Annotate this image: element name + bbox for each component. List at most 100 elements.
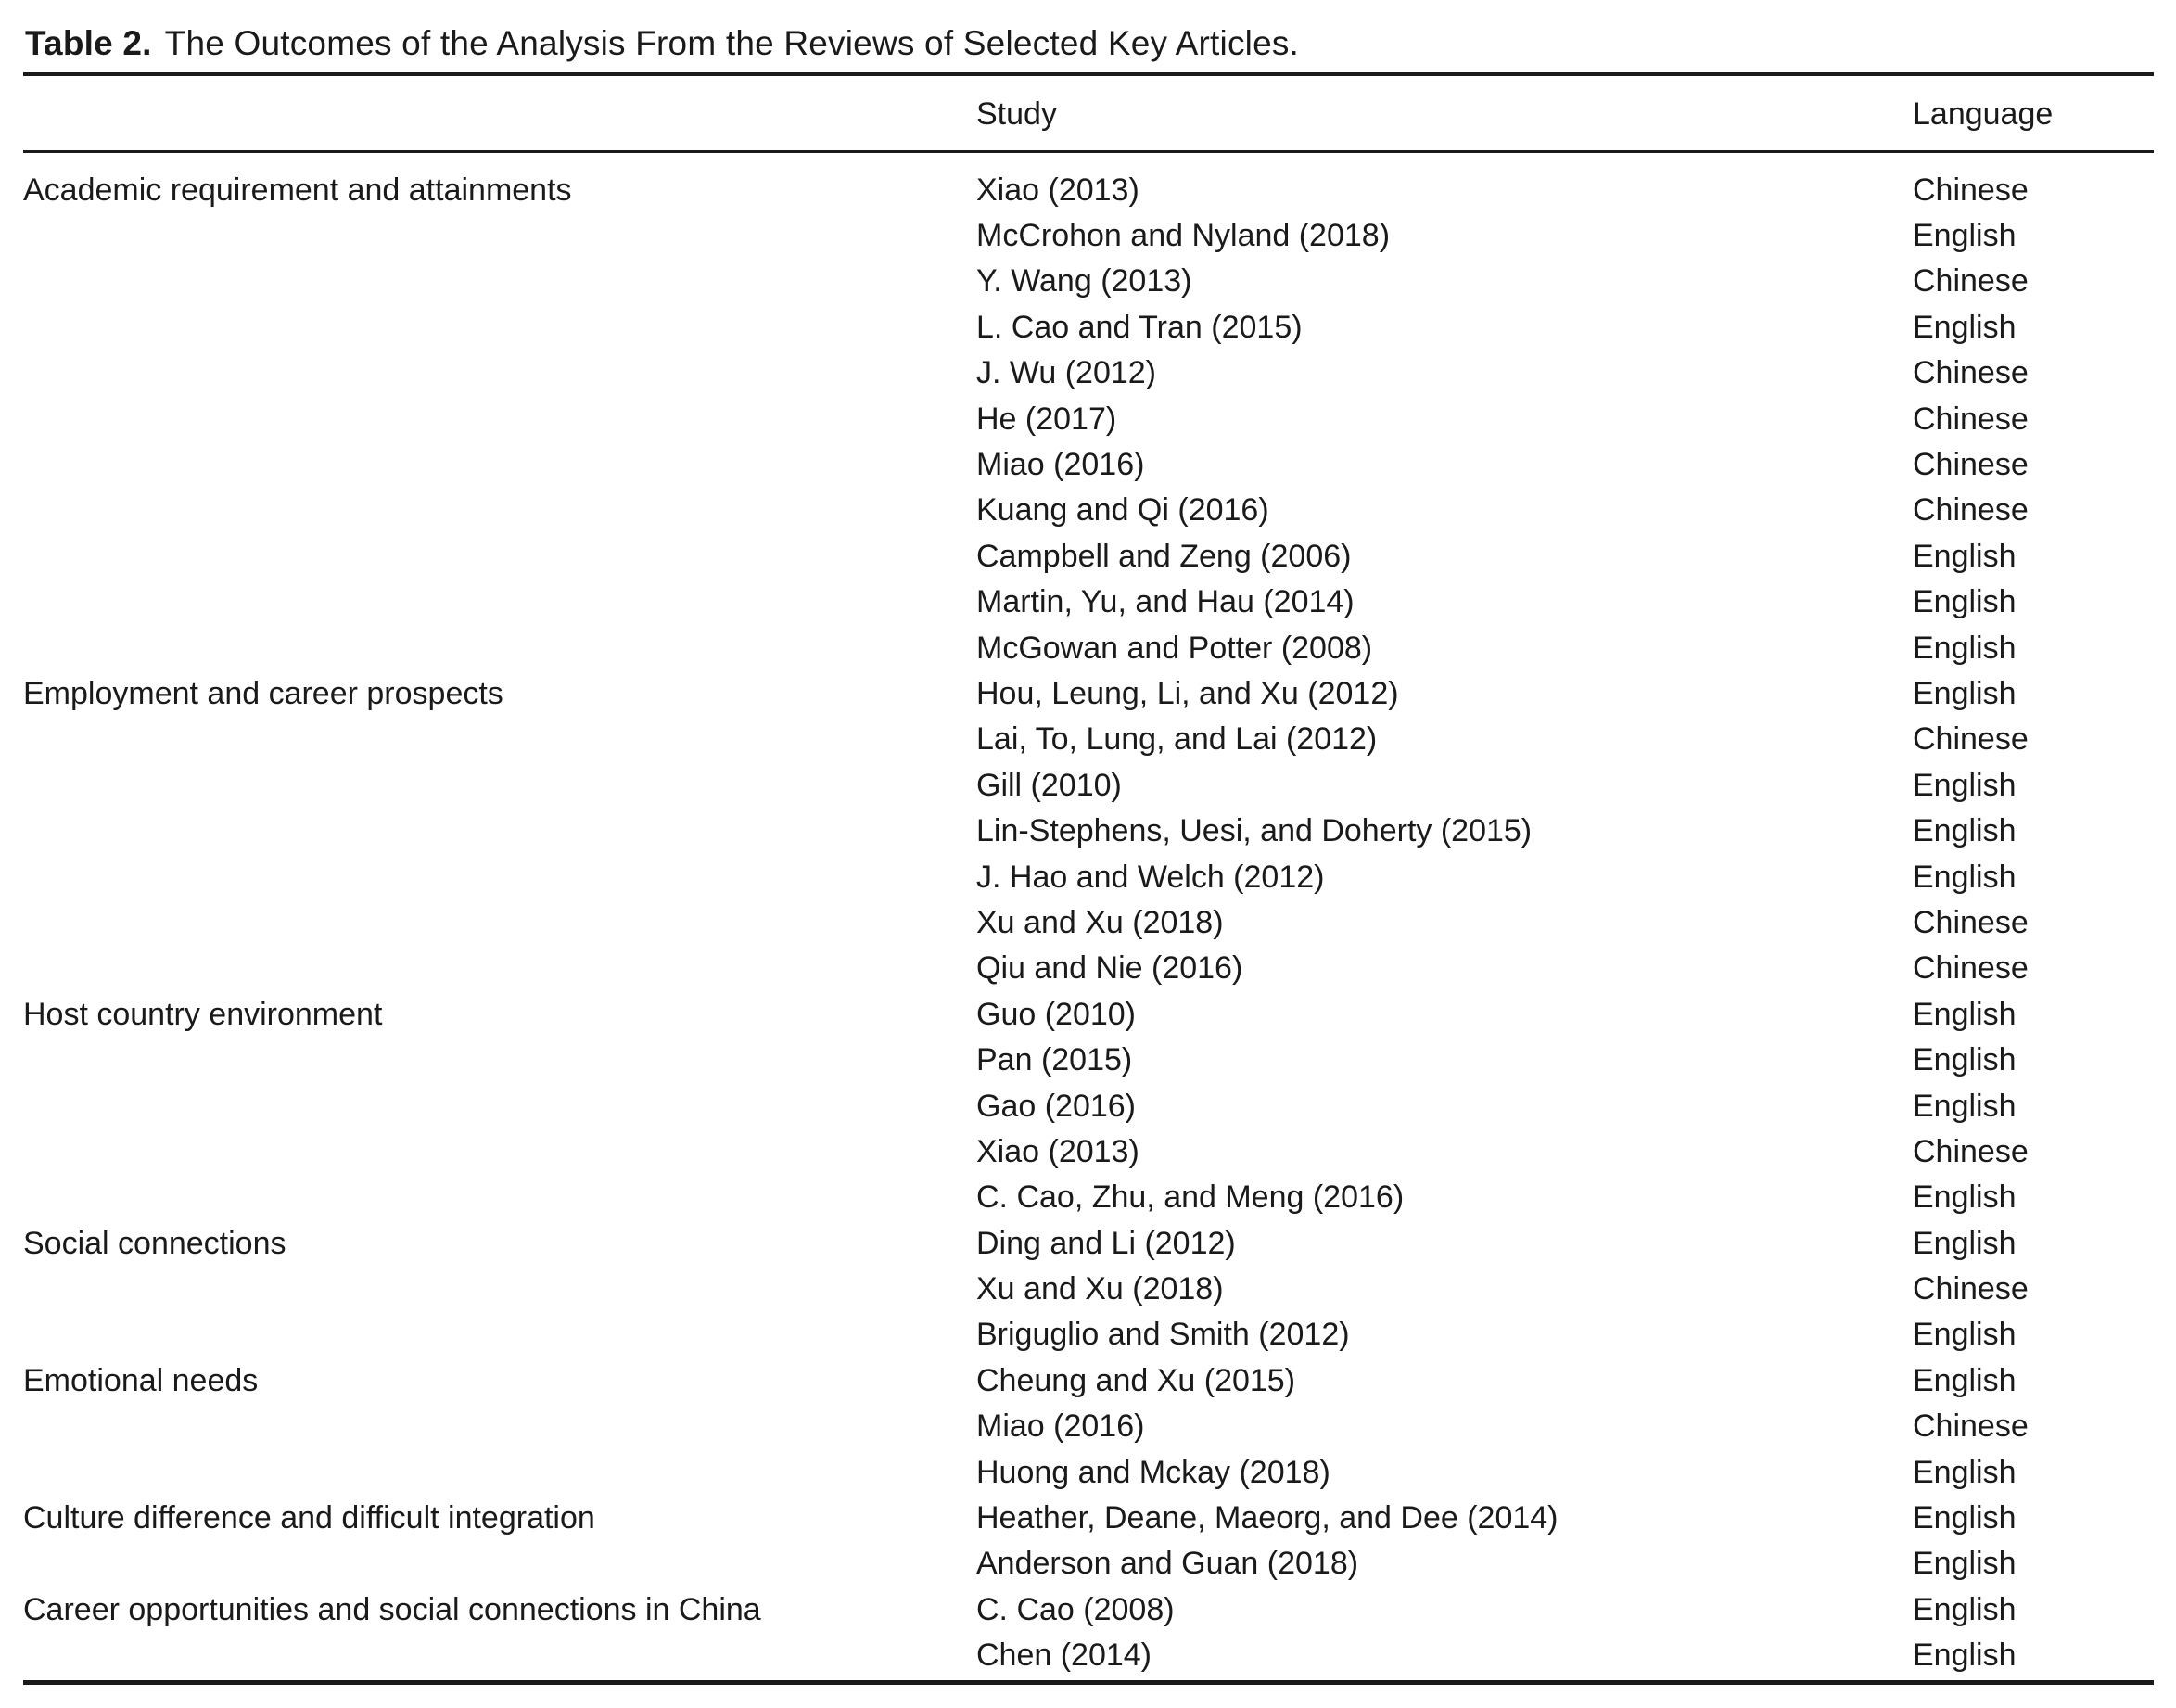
study-cell: McCrohon and Nyland (2018)	[976, 218, 1391, 254]
language-cell: English	[1913, 538, 2017, 574]
language-cell: English	[1913, 1454, 2017, 1490]
category-cell: Career opportunities and social connecti…	[23, 1591, 761, 1627]
study-cell: Miao (2016)	[976, 447, 1145, 483]
table-row: Academic requirement and attainments Xiao…	[23, 167, 2154, 212]
study-cell: Martin, Yu, and Hau (2014)	[976, 584, 1355, 620]
study-cell: Heather, Deane, Maeorg, and Dee (2014)	[976, 1500, 1559, 1536]
column-header-study: Study	[976, 96, 1057, 132]
language-cell: English	[1913, 1638, 2017, 1674]
table-row: Lin-Stephens, Uesi, and Doherty (2015) En…	[23, 808, 2154, 853]
study-cell: Anderson and Guan (2018)	[976, 1546, 1359, 1582]
study-cell: Xu and Xu (2018)	[976, 904, 1224, 940]
language-cell: Chinese	[1913, 355, 2029, 391]
language-cell: Chinese	[1913, 904, 2029, 940]
language-cell: English	[1913, 218, 2017, 254]
language-cell: English	[1913, 1317, 2017, 1353]
language-cell: Chinese	[1913, 447, 2029, 483]
language-cell: Chinese	[1913, 721, 2029, 758]
table-row: Gao (2016) English	[23, 1083, 2154, 1128]
table-row: Lai, To, Lung, and Lai (2012) Chinese	[23, 717, 2154, 762]
table-row: McGowan and Potter (2008) English	[23, 625, 2154, 670]
study-cell: Hou, Leung, Li, and Xu (2012)	[976, 675, 1399, 711]
table-row: Campbell and Zeng (2006) English	[23, 533, 2154, 579]
language-cell: Chinese	[1913, 1408, 2029, 1445]
study-cell: Campbell and Zeng (2006)	[976, 538, 1352, 574]
language-cell: English	[1913, 1546, 2017, 1582]
study-cell: Briguglio and Smith (2012)	[976, 1317, 1350, 1353]
table-row: L. Cao and Tran (2015) English	[23, 304, 2154, 350]
table-row: Martin, Yu, and Hau (2014) English	[23, 580, 2154, 625]
study-cell: J. Hao and Welch (2012)	[976, 859, 1325, 895]
language-cell: Chinese	[1913, 401, 2029, 437]
table-row: Gill (2010) English	[23, 762, 2154, 808]
study-cell: J. Wu (2012)	[976, 355, 1157, 391]
table-row: Huong and Mckay (2018) English	[23, 1449, 2154, 1495]
table-row: Xu and Xu (2018) Chinese	[23, 899, 2154, 945]
category-cell: Host country environment	[23, 996, 383, 1032]
category-cell: Social connections	[23, 1225, 286, 1261]
category-cell: Academic requirement and attainments	[23, 172, 572, 208]
study-cell: Chen (2014)	[976, 1638, 1152, 1674]
table-row: Xiao (2013) Chinese	[23, 1128, 2154, 1174]
table-top-rule	[23, 72, 2154, 76]
table-row: Anderson and Guan (2018) English	[23, 1541, 2154, 1587]
study-cell: Lai, To, Lung, and Lai (2012)	[976, 721, 1378, 758]
language-cell: Chinese	[1913, 492, 2029, 529]
language-cell: English	[1913, 675, 2017, 711]
table-row: Miao (2016) Chinese	[23, 441, 2154, 487]
study-cell: Lin-Stephens, Uesi, and Doherty (2015)	[976, 813, 1533, 849]
table-row: Xu and Xu (2018) Chinese	[23, 1266, 2154, 1311]
language-cell: English	[1913, 1500, 2017, 1536]
table-row: Pan (2015) English	[23, 1037, 2154, 1082]
table-caption-text: The Outcomes of the Analysis From the Re…	[164, 24, 1300, 62]
table-row: Miao (2016) Chinese	[23, 1404, 2154, 1449]
language-cell: English	[1913, 1179, 2017, 1216]
study-cell: Xiao (2013)	[976, 172, 1139, 208]
column-header-language: Language	[1913, 96, 2054, 132]
study-cell: Gill (2010)	[976, 767, 1122, 803]
table-row: Host country environment Guo (2010) Englis…	[23, 991, 2154, 1037]
table-row: He (2017) Chinese	[23, 396, 2154, 441]
language-cell: English	[1913, 1225, 2017, 1261]
table-row: Career opportunities and social connecti…	[23, 1587, 2154, 1632]
table-row: C. Cao, Zhu, and Meng (2016) English	[23, 1175, 2154, 1220]
table-row: Culture difference and difficult integra…	[23, 1495, 2154, 1540]
language-cell: English	[1913, 309, 2017, 345]
study-cell: L. Cao and Tran (2015)	[976, 309, 1303, 345]
language-cell: English	[1913, 767, 2017, 803]
language-cell: Chinese	[1913, 263, 2029, 300]
study-cell: Xiao (2013)	[976, 1133, 1139, 1169]
table-row: Kuang and Qi (2016) Chinese	[23, 488, 2154, 533]
language-cell: English	[1913, 859, 2017, 895]
language-cell: English	[1913, 630, 2017, 666]
language-cell: English	[1913, 1591, 2017, 1627]
table-row: Briguglio and Smith (2012) English	[23, 1312, 2154, 1357]
study-cell: He (2017)	[976, 401, 1117, 437]
language-cell: Chinese	[1913, 172, 2029, 208]
category-cell: Emotional needs	[23, 1362, 259, 1398]
language-cell: English	[1913, 813, 2017, 849]
study-cell: Y. Wang (2013)	[976, 263, 1192, 300]
table-header-row: Study Language	[23, 96, 2154, 145]
table-row: Social connections Ding and Li (2012) Engl…	[23, 1220, 2154, 1266]
study-cell: Pan (2015)	[976, 1042, 1133, 1078]
category-cell: Employment and career prospects	[23, 675, 503, 711]
table-row: McCrohon and Nyland (2018) English	[23, 212, 2154, 258]
table-row: Chen (2014) English	[23, 1633, 2154, 1678]
language-cell: English	[1913, 1362, 2017, 1398]
table-row: Y. Wang (2013) Chinese	[23, 259, 2154, 304]
table-header-rule	[23, 150, 2154, 153]
study-cell: Qiu and Nie (2016)	[976, 950, 1243, 987]
language-cell: English	[1913, 584, 2017, 620]
language-cell: English	[1913, 1042, 2017, 1078]
table-row: Qiu and Nie (2016) Chinese	[23, 946, 2154, 991]
study-cell: McGowan and Potter (2008)	[976, 630, 1373, 666]
table-row: J. Hao and Welch (2012) English	[23, 854, 2154, 899]
language-cell: Chinese	[1913, 1133, 2029, 1169]
study-cell: Xu and Xu (2018)	[976, 1271, 1224, 1307]
language-cell: English	[1913, 1088, 2017, 1124]
table-bottom-rule	[23, 1680, 2154, 1685]
study-cell: Huong and Mckay (2018)	[976, 1454, 1330, 1490]
table-row: Emotional needs Cheung and Xu (2015) Engli…	[23, 1357, 2154, 1403]
